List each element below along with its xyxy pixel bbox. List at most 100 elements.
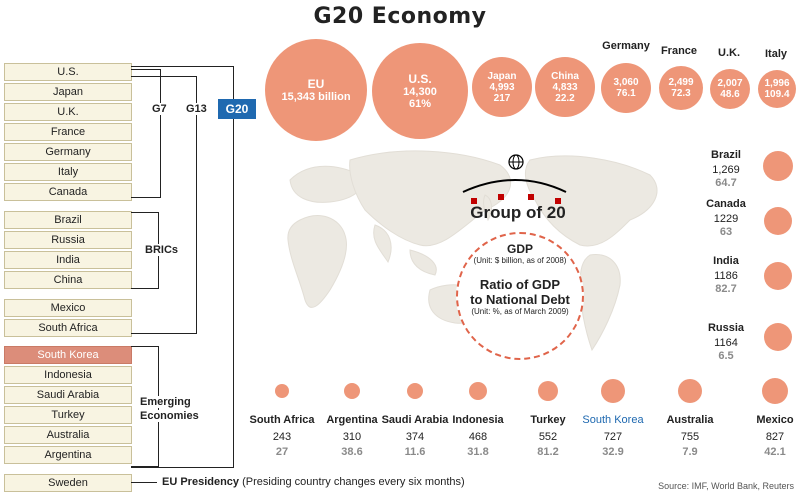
right-debt-russia: 6.5 [718,350,734,362]
bottom-debt-south-korea: 32.9 [602,446,624,458]
bubble-germany-gdp: 3,060 [613,77,639,88]
bottom-bubble-south-korea [601,379,625,403]
map-title: Group of 20 [470,203,566,222]
bubble-france-debt: 72.3 [671,88,691,99]
g20-bracket-vertical [233,66,234,467]
bottom-debt-south-africa: 27 [275,446,289,458]
eu-presidency-note: (Presiding country changes every six mon… [242,476,465,488]
group-label-emerging-line1: Emerging [138,396,193,408]
bubble-us: U.S. 14,300 61% [372,43,468,139]
world-map [287,150,658,352]
bubble-germany-debt: 76.1 [616,88,636,99]
right-bubble-russia [764,323,792,351]
country-box-france: France [4,123,132,141]
g7-bracket-top [131,69,161,70]
bubble-italy-debt: 109.4 [764,89,790,100]
bottom-gdp-south-korea: 727 [603,431,623,443]
bottom-gdp-argentina: 310 [342,431,362,443]
g13-bracket-top [131,76,197,77]
bubble-italy-gdp: 1,996 [764,78,790,89]
bottom-debt-turkey: 81.2 [537,446,559,458]
right-bubble-canada [764,207,792,235]
country-box-u-s-: U.S. [4,63,132,81]
country-box-australia: Australia [4,426,132,444]
g7-bracket-bottom [131,197,161,198]
bottom-gdp-mexico: 827 [765,431,785,443]
bubble-us-gdp: 14,300 [403,86,437,98]
right-gdp-canada: 1229 [713,213,739,225]
country-box-japan: Japan [4,83,132,101]
right-name-india: India [713,255,739,267]
country-box-canada: Canada [4,183,132,201]
country-box-italy: Italy [4,163,132,181]
page-title: G20 Economy [313,4,487,29]
map-japan [483,194,493,222]
legend-ratio-title-2: to National Debt [470,292,570,307]
group-label-brics: BRICs [143,244,181,256]
bubble-uk: 2,007 48.6 [710,69,750,109]
bottom-name-indonesia: Indonesia [452,414,504,426]
bottom-name-south-africa: South Africa [249,414,315,426]
group-label-g7: G7 [150,103,169,115]
bottom-name-south-korea: South Korea [582,414,644,426]
legend: GDP (Unit: $ billion, as of 2008) Ratio … [456,242,584,316]
g20-bracket-top [131,66,234,67]
right-debt-india: 82.7 [715,283,737,295]
group-label-g13: G13 [184,103,209,115]
legend-ratio-title-1: Ratio of GDP [479,277,561,292]
bottom-gdp-turkey: 552 [538,431,558,443]
right-gdp-russia: 1164 [714,337,738,349]
map-india [373,224,392,264]
bottom-bubble-saudi-arabia [407,383,423,399]
country-box-russia: Russia [4,231,132,249]
emerging-bracket-top [131,346,159,347]
bottom-bubble-australia [678,379,702,403]
bottom-bubble-turkey [538,381,558,401]
map-arc [462,179,567,193]
bottom-gdp-indonesia: 468 [468,431,488,443]
bottom-gdp-australia: 755 [680,431,700,443]
country-box-indonesia: Indonesia [4,366,132,384]
bubble-italy: 1,996 109.4 [758,70,796,108]
legend-gdp-unit: (Unit: $ billion, as of 2008) [473,256,567,265]
label-france: France [660,45,698,57]
country-box-sweden: Sweden [4,474,132,492]
bottom-name-australia: Australia [666,414,714,426]
country-box-saudi-arabia: Saudi Arabia [4,386,132,404]
country-box-germany: Germany [4,143,132,161]
bottom-gdp-saudi-arabia: 374 [405,431,425,443]
right-debt-canada: 63 [719,226,733,238]
right-gdp-brazil: 1,269 [712,164,740,176]
label-italy: Italy [764,48,787,60]
bubble-china: China 4,833 22.2 [535,57,595,117]
emerging-bracket-bottom [131,466,159,467]
map-north-america [524,155,658,247]
group-label-g20: G20 [218,99,256,119]
bubble-eu-name: EU [307,77,325,91]
label-uk: U.K. [718,47,740,59]
country-box-turkey: Turkey [4,406,132,424]
map-south-america [579,254,621,352]
bottom-debt-mexico: 42.1 [764,446,786,458]
g13-bracket-bottom [131,333,197,334]
country-box-u-k-: U.K. [4,103,132,121]
source-note: Source: IMF, World Bank, Reuters [658,481,794,491]
bottom-debt-australia: 7.9 [682,446,698,458]
bubble-china-gdp: 4,833 [552,81,578,93]
map-africa [287,215,347,308]
bubble-eu: EU 15,343 billion [265,39,367,141]
bubble-us-debt: 61% [408,98,432,110]
bubble-france: 2,499 72.3 [659,66,703,110]
map-marker-4 [555,198,561,204]
g20-bracket-bottom [131,467,234,468]
right-bubble-brazil [763,151,793,181]
legend-circle [456,232,584,360]
label-germany: Germany [602,40,650,52]
map-asia [349,150,512,247]
bottom-debt-indonesia: 31.8 [467,446,489,458]
right-debt-brazil: 64.7 [715,177,737,189]
bubble-china-name: China [551,70,579,82]
brics-bracket-top [131,212,159,213]
bottom-bubble-south-africa [275,384,289,398]
map-marker-3 [528,194,534,200]
